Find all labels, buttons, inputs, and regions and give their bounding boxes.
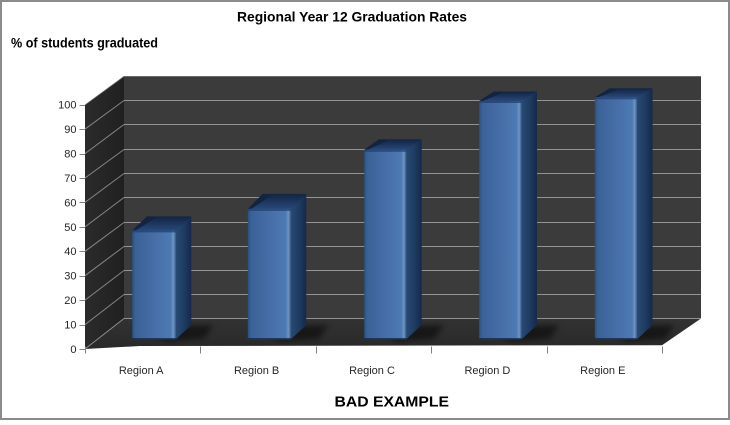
svg-text:40: 40 xyxy=(64,246,76,258)
svg-text:0: 0 xyxy=(70,344,76,356)
svg-text:Region B: Region B xyxy=(234,365,279,377)
svg-text:100: 100 xyxy=(58,100,76,112)
svg-text:50: 50 xyxy=(64,222,76,234)
svg-text:10: 10 xyxy=(64,320,76,332)
svg-text:Region E: Region E xyxy=(580,365,625,377)
svg-text:20: 20 xyxy=(64,295,76,307)
svg-text:% of students graduated: % of students graduated xyxy=(11,36,158,51)
svg-text:70: 70 xyxy=(64,173,76,185)
svg-text:Region A: Region A xyxy=(119,365,164,377)
svg-text:80: 80 xyxy=(64,149,76,161)
svg-text:90: 90 xyxy=(64,124,76,136)
svg-text:60: 60 xyxy=(64,197,76,209)
svg-text:Region C: Region C xyxy=(349,365,395,377)
svg-text:Region D: Region D xyxy=(464,365,510,377)
svg-text:30: 30 xyxy=(64,271,76,283)
svg-text:Regional Year 12 Graduation Ra: Regional Year 12 Graduation Rates xyxy=(237,8,467,24)
svg-text:BAD EXAMPLE: BAD EXAMPLE xyxy=(335,394,450,411)
